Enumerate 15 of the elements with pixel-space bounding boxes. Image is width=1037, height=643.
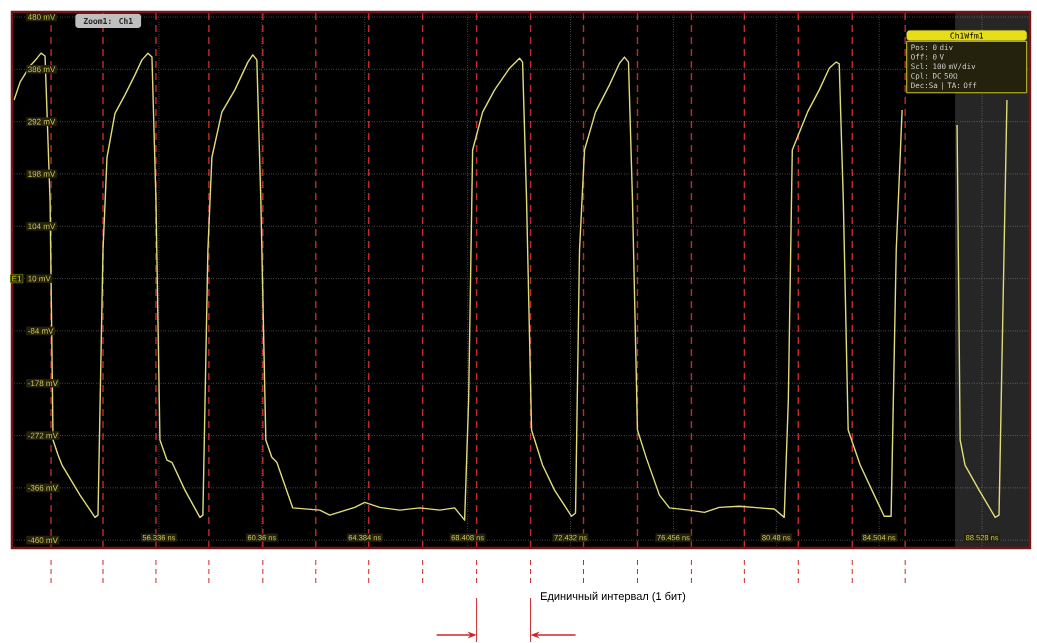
annotation: Zoom1: Ch1	[83, 17, 133, 24]
y-tick-label: 198 mV	[28, 171, 56, 177]
text: Единичный интервал (1 бит)	[541, 591, 686, 603]
annotation: Ch1Wfm1	[950, 32, 984, 39]
y-tick-label: 292 mV	[28, 118, 56, 125]
y-tick-label: -366 mV	[28, 485, 58, 491]
annotation: E1	[12, 275, 22, 282]
y-tick-label: 10 mV	[28, 275, 51, 282]
y-tick-label: 386 mV	[28, 66, 56, 73]
y-tick-label: 104 mV	[28, 223, 56, 230]
y-tick-label: -178 mV	[28, 380, 58, 387]
y-tick-label: -272 mV	[28, 432, 58, 439]
y-tick-label: -84 mV	[28, 328, 54, 334]
y-tick-label: -460 mV	[28, 537, 58, 544]
y-tick-label: 480 mV	[27, 14, 56, 20]
